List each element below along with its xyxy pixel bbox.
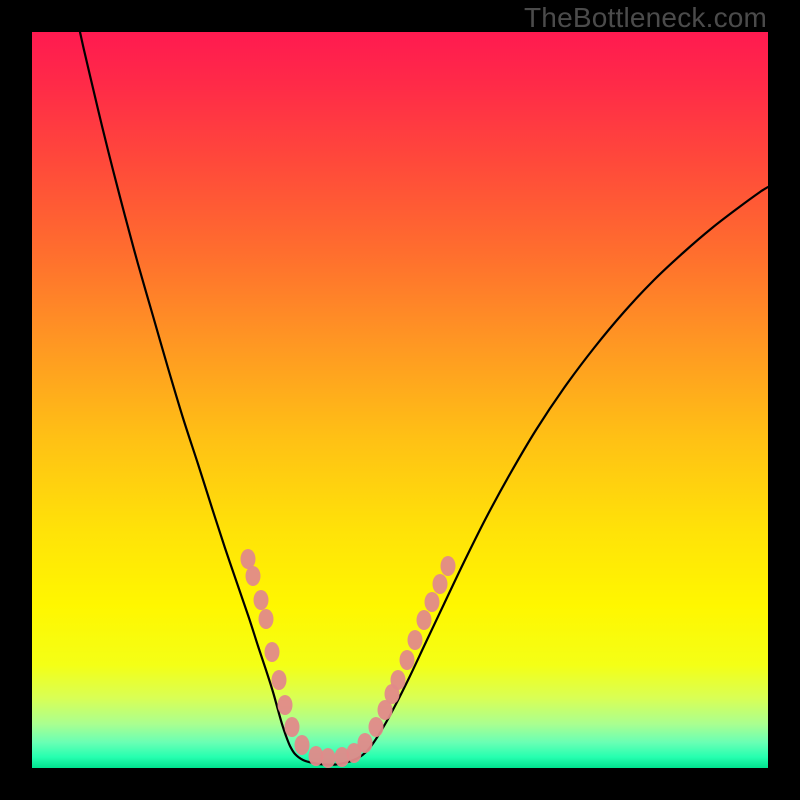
- curve-marker: [278, 695, 293, 715]
- v-curve: [80, 32, 768, 765]
- curve-marker: [246, 566, 261, 586]
- curve-marker: [408, 630, 423, 650]
- curve-marker: [321, 748, 336, 768]
- curve-marker: [400, 650, 415, 670]
- chart-stage: TheBottleneck.com: [0, 0, 800, 800]
- curve-marker: [259, 609, 274, 629]
- curve-marker: [417, 610, 432, 630]
- marker-group: [241, 549, 456, 768]
- curve-marker: [358, 733, 373, 753]
- curve-marker: [295, 735, 310, 755]
- curve-marker: [272, 670, 287, 690]
- curve-marker: [433, 574, 448, 594]
- curve-marker: [241, 549, 256, 569]
- curve-marker: [254, 590, 269, 610]
- watermark-text: TheBottleneck.com: [524, 2, 767, 34]
- curve-marker: [391, 670, 406, 690]
- curve-marker: [425, 592, 440, 612]
- curve-marker: [441, 556, 456, 576]
- curve-marker: [369, 717, 384, 737]
- curve-marker: [265, 642, 280, 662]
- curve-marker: [285, 717, 300, 737]
- curve-overlay: [0, 0, 800, 800]
